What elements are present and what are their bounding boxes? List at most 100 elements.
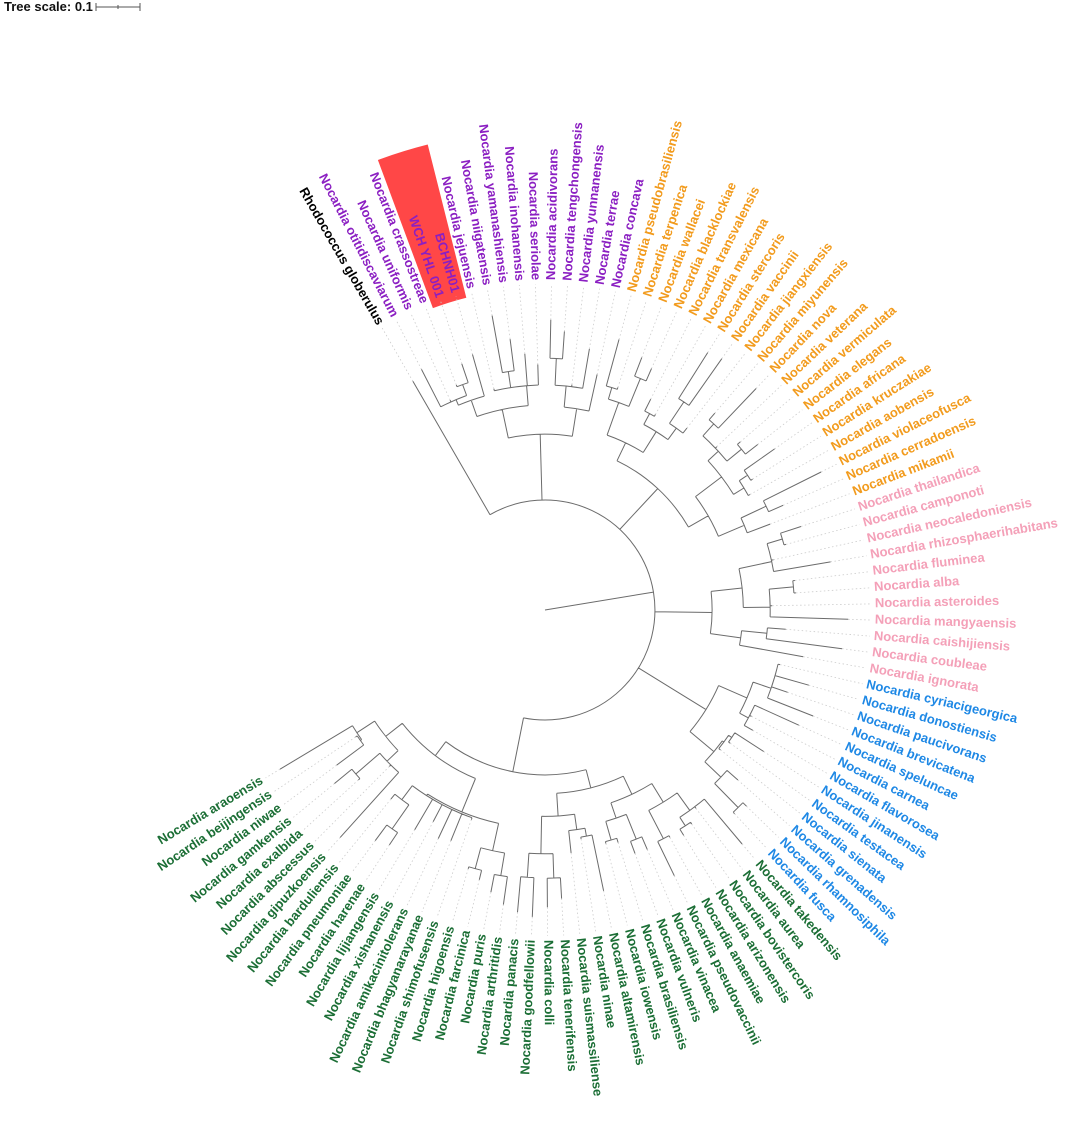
guide-line (603, 890, 612, 930)
guide-line (455, 296, 473, 355)
guide-line (830, 555, 867, 563)
guide-line (381, 327, 414, 382)
guide-line (746, 805, 779, 838)
leaf-label-nocardia-colli: Nocardia colli (541, 940, 557, 1025)
guide-line (487, 289, 493, 316)
guide-line (617, 300, 647, 388)
guide-line (564, 284, 568, 332)
leaf-label-nocardia-asteroides: Nocardia asteroides (875, 593, 1000, 610)
guide-line (283, 764, 337, 806)
guide-line (326, 837, 341, 853)
guide-line (338, 798, 392, 863)
guide-line (650, 318, 692, 400)
guide-line (571, 286, 585, 385)
guide-line (794, 571, 869, 581)
guide-line (265, 768, 281, 779)
guide-line (531, 916, 533, 936)
guide-line (820, 463, 837, 473)
highlight-layer (377, 144, 467, 309)
leaf-label-nocardia-acidivorans: Nocardia acidivorans (543, 148, 561, 280)
guide-line (293, 783, 335, 818)
guide-line (641, 305, 663, 358)
guide-line (440, 301, 463, 364)
guide-line (273, 736, 356, 792)
guide-line (795, 587, 871, 594)
leaf-label-nocardia-goodfellowii: Nocardia goodfellowii (517, 939, 538, 1075)
guide-line (683, 835, 717, 888)
guide-line (848, 618, 871, 621)
guide-line (787, 691, 854, 716)
guide-line (720, 749, 801, 814)
tree-scale-bar: Tree scale: 0.1 (4, 0, 141, 14)
guide-line (483, 892, 492, 931)
guide-line (605, 843, 628, 926)
guide-line (757, 409, 803, 445)
guide-line (651, 311, 677, 369)
guide-line (451, 868, 469, 923)
guide-line (798, 724, 843, 746)
guide-line (716, 385, 782, 447)
guide-line (395, 319, 422, 370)
guide-line (518, 284, 526, 354)
guide-line (695, 808, 743, 870)
guide-line (421, 840, 452, 913)
guide-line (425, 306, 457, 386)
guide-line (406, 838, 439, 906)
leaf-label-nocardia-seriolae: Nocardia seriolae (526, 172, 544, 281)
guide-line (729, 742, 810, 801)
guide-line (752, 435, 822, 480)
guide-line (364, 844, 390, 883)
guide-line (655, 326, 706, 415)
guide-line (471, 292, 495, 389)
leaf-label-nocardia-alba: Nocardia alba (874, 573, 961, 594)
guide-line (691, 823, 730, 880)
tree-branches (279, 315, 849, 917)
guide-line (808, 684, 859, 700)
guide-line (763, 751, 819, 788)
guide-line (467, 879, 480, 927)
guide-line (785, 628, 871, 637)
guide-line (589, 288, 600, 349)
guide-line (436, 819, 472, 918)
highlight-wedge (377, 144, 467, 309)
guide-line (755, 373, 771, 389)
guide-line (351, 840, 376, 873)
guide-line (634, 853, 659, 916)
guide-line (535, 284, 539, 365)
guide-line (749, 449, 830, 495)
guide-line (392, 821, 434, 899)
guide-line (842, 648, 869, 653)
guide-line (740, 396, 793, 443)
guide-line (773, 539, 864, 561)
guide-line (721, 343, 733, 359)
guide-line (570, 852, 581, 935)
guide-line (734, 813, 768, 849)
guide-line (561, 898, 565, 936)
guide-line (800, 508, 856, 527)
guide-line (673, 875, 688, 904)
tree-scale-label: Tree scale: 0.1 (4, 0, 93, 14)
guide-line (669, 837, 703, 896)
guide-line (785, 524, 860, 545)
guide-line (686, 352, 746, 429)
guide-line (769, 493, 850, 525)
guide-line (502, 286, 511, 340)
leaf-guide-lines (265, 284, 871, 937)
guide-line (550, 284, 552, 320)
guide-line (782, 478, 844, 506)
guide-line (499, 904, 504, 933)
guide-line (378, 829, 416, 891)
guide-line (772, 603, 871, 607)
guide-line (812, 715, 849, 731)
guide-line (737, 779, 790, 826)
guide-line (803, 656, 866, 669)
guide-line (580, 838, 597, 933)
guide-line (707, 334, 720, 353)
guide-line (515, 912, 518, 935)
guide-line (741, 843, 756, 860)
guide-line (646, 849, 674, 910)
guide-line (714, 362, 759, 414)
branch-lines (279, 315, 849, 917)
